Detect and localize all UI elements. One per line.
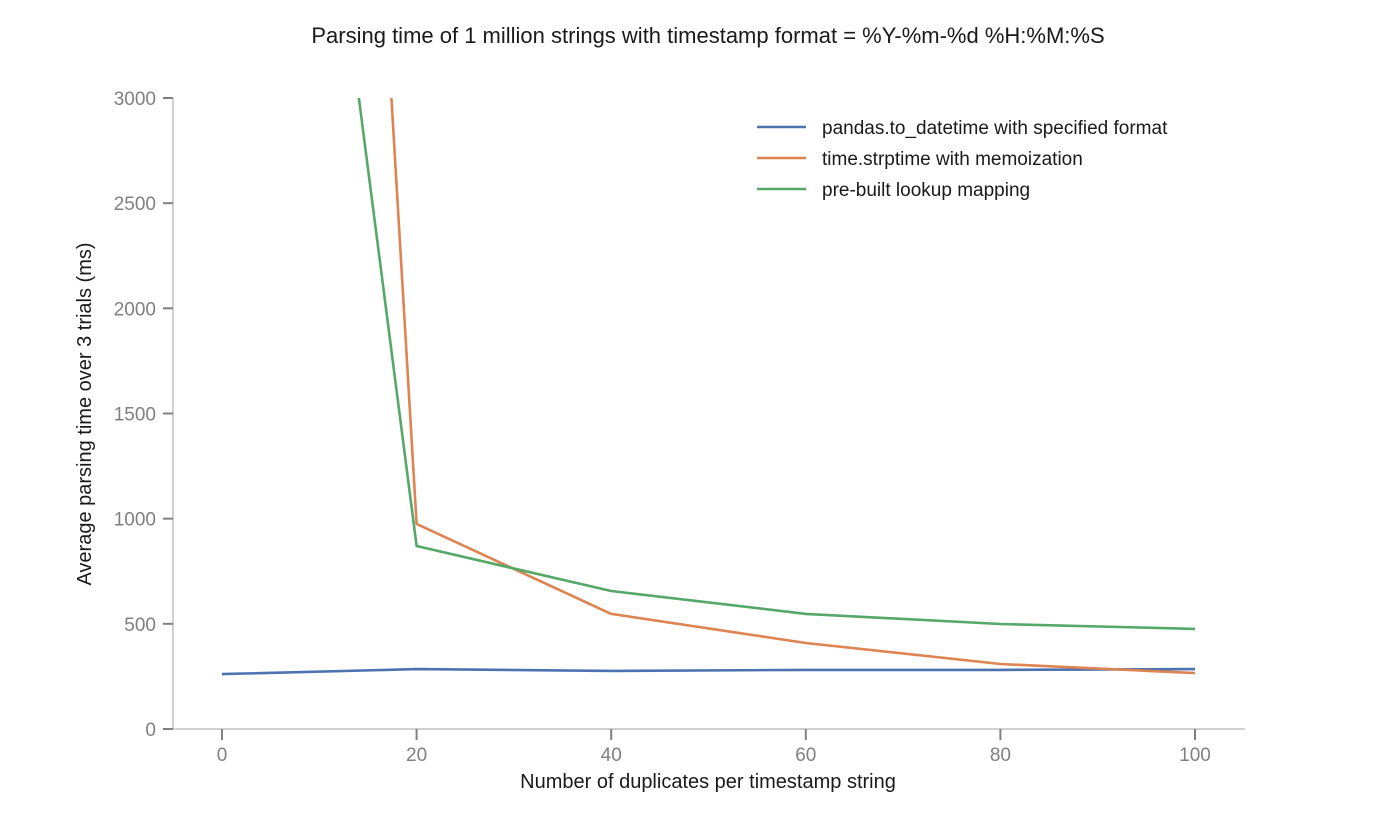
legend-label: pandas.to_datetime with specified format [822, 118, 1168, 139]
y-tick-label: 3000 [114, 89, 156, 110]
x-ticks: 0 20 40 60 80 100 [217, 729, 1211, 766]
y-tick-label: 1000 [114, 510, 156, 531]
x-tick-label: 60 [795, 745, 816, 766]
x-tick-label: 80 [990, 745, 1011, 766]
y-tick-label: 500 [124, 615, 156, 636]
legend-label: pre-built lookup mapping [822, 180, 1030, 201]
y-axis-label: Average parsing time over 3 trials (ms) [74, 242, 96, 585]
legend-item: pandas.to_datetime with specified format [757, 118, 1168, 139]
y-tick-label: 1500 [114, 405, 156, 426]
y-tick-label: 2500 [114, 194, 156, 215]
y-tick-label: 2000 [114, 299, 156, 320]
legend-item: pre-built lookup mapping [757, 180, 1030, 201]
series-line-2 [357, 98, 1196, 631]
x-tick-label: 100 [1179, 745, 1211, 766]
x-tick-label: 20 [406, 745, 427, 766]
series-line-1 [390, 98, 1196, 675]
series-lines [221, 98, 1196, 676]
legend: pandas.to_datetime with specified format… [757, 118, 1168, 201]
series-line-0 [221, 667, 1196, 676]
x-tick-label: 0 [217, 745, 228, 766]
y-ticks: 0 500 1000 1500 2000 2500 3000 [114, 89, 173, 741]
y-tick-label: 0 [145, 720, 156, 741]
legend-label: time.strptime with memoization [822, 149, 1083, 170]
chart-title: Parsing time of 1 million strings with t… [311, 23, 1104, 48]
legend-item: time.strptime with memoization [757, 149, 1083, 170]
x-axis-label: Number of duplicates per timestamp strin… [520, 771, 896, 793]
x-tick-label: 40 [601, 745, 622, 766]
axes: 0 500 1000 1500 2000 2500 3000 0 20 40 60 80 100 [114, 89, 1245, 766]
